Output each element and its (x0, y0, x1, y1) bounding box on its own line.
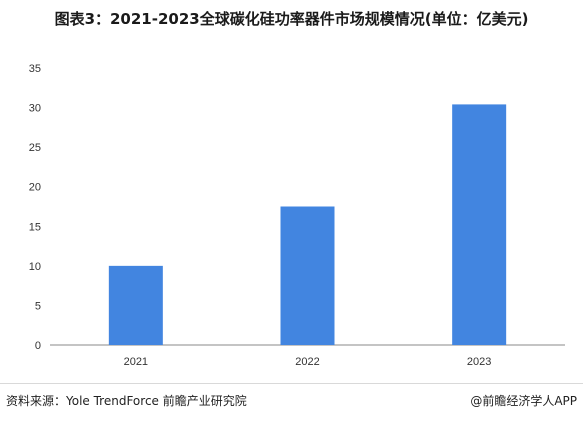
chart-title: 图表3：2021-2023全球碳化硅功率器件市场规模情况(单位：亿美元) (54, 10, 529, 28)
y-tick-label: 30 (29, 103, 41, 115)
y-tick-label: 0 (35, 340, 41, 352)
y-tick-label: 25 (29, 142, 41, 154)
bar-2021 (108, 265, 163, 345)
x-tick-label: 2021 (124, 356, 148, 368)
y-axis: 0 5 10 15 20 25 30 35 (29, 63, 41, 352)
bar-2023 (452, 104, 507, 345)
bars (108, 104, 507, 345)
y-tick-label: 20 (29, 182, 41, 194)
y-tick-label: 5 (35, 300, 41, 312)
footer-divider (0, 383, 583, 384)
bar-2022 (280, 206, 335, 345)
credit-note: @前瞻经济学人APP (470, 394, 577, 408)
y-tick-label: 35 (29, 63, 41, 75)
y-tick-label: 10 (29, 261, 41, 273)
x-tick-label: 2022 (295, 356, 319, 368)
x-tick-label: 2023 (467, 356, 491, 368)
y-tick-label: 15 (29, 221, 41, 233)
x-axis: 2021 2022 2023 (50, 344, 565, 368)
source-note: 资料来源：Yole TrendForce 前瞻产业研究院 (6, 394, 247, 408)
